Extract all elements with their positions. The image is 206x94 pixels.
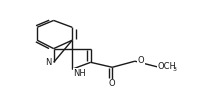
Text: 3: 3 [171,67,176,72]
Text: OCH: OCH [157,62,176,71]
Text: O: O [137,56,143,65]
Text: NH: NH [73,69,85,78]
Text: N: N [44,58,51,67]
Text: O: O [108,79,115,88]
